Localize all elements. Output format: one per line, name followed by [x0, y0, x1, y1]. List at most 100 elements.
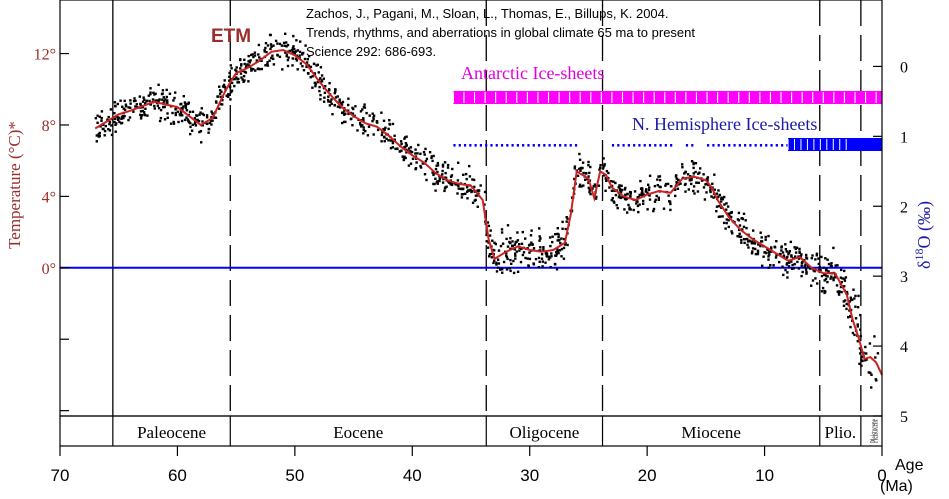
data-point [299, 62, 303, 65]
data-point [230, 67, 233, 70]
data-point [161, 98, 164, 101]
data-point [196, 114, 199, 117]
data-point [675, 180, 678, 184]
data-point [530, 229, 533, 232]
data-point [506, 224, 510, 227]
citation-line-1: Zachos, J., Pagani, M., Sloan, L., Thoma… [306, 6, 669, 21]
data-point [338, 98, 341, 101]
data-point [319, 77, 322, 80]
antarctic-ice-label: Antarctic Ice-sheets [461, 63, 604, 83]
data-point [471, 190, 474, 193]
data-point [384, 126, 387, 129]
data-point [404, 156, 407, 160]
data-point [652, 207, 656, 211]
data-point [258, 68, 261, 71]
data-point [789, 240, 792, 244]
data-point [635, 199, 638, 202]
data-point [681, 163, 684, 166]
data-point [228, 75, 231, 78]
data-point [538, 239, 541, 242]
data-point [865, 358, 868, 361]
data-point [690, 160, 694, 163]
data-point [647, 188, 651, 192]
data-point [376, 128, 380, 132]
data-point [298, 54, 301, 57]
data-point [197, 119, 201, 123]
data-point [244, 71, 248, 74]
data-point [257, 43, 261, 47]
data-point [493, 259, 496, 262]
data-point [641, 189, 644, 193]
data-point [162, 96, 165, 99]
data-point [796, 260, 799, 264]
data-point [717, 205, 721, 208]
data-point [612, 180, 615, 183]
data-point [516, 239, 520, 242]
data-point [242, 80, 245, 83]
data-point [702, 186, 706, 189]
data-point [266, 61, 269, 64]
nh-ice-dot [543, 144, 546, 147]
data-point [784, 268, 787, 272]
data-point [227, 95, 230, 98]
data-point [693, 192, 696, 195]
data-point [692, 185, 696, 188]
data-point [359, 110, 363, 113]
data-point [488, 253, 492, 256]
data-point [388, 119, 391, 122]
data-point [456, 179, 460, 182]
data-point [469, 188, 472, 191]
data-point [858, 347, 862, 350]
left-axis-tick-label: 0° [42, 261, 56, 278]
data-point [580, 167, 583, 170]
data-point [843, 279, 847, 282]
data-point [674, 194, 677, 198]
data-point [534, 257, 538, 261]
data-point [845, 307, 848, 311]
data-point [100, 119, 103, 122]
data-point [548, 236, 552, 239]
data-point [474, 194, 478, 197]
data-point [746, 243, 749, 246]
data-point [637, 196, 640, 199]
nh-ice-dot [469, 144, 472, 147]
data-point [659, 185, 662, 189]
data-point [794, 255, 797, 258]
data-point [205, 116, 209, 119]
data-point [179, 111, 183, 115]
data-point [140, 115, 143, 118]
data-point [371, 112, 374, 115]
data-point [278, 55, 282, 58]
data-point [490, 252, 493, 256]
data-point [239, 72, 243, 75]
data-point [613, 189, 616, 193]
data-point [362, 119, 365, 122]
data-point [291, 50, 294, 54]
data-point [843, 277, 846, 281]
data-point [149, 103, 153, 106]
data-point [531, 243, 534, 246]
data-point [664, 184, 667, 187]
data-point [641, 188, 644, 191]
data-point [409, 162, 413, 165]
data-point [174, 111, 177, 115]
data-point [163, 118, 167, 121]
data-point [432, 173, 435, 177]
data-point [605, 169, 609, 173]
data-point [316, 63, 319, 66]
data-point [135, 103, 138, 106]
nh-ice-dot [638, 144, 641, 147]
data-point [511, 244, 514, 247]
data-point [679, 182, 682, 185]
data-point [840, 280, 843, 284]
data-point [166, 116, 169, 119]
data-point [727, 225, 730, 229]
data-point [860, 358, 863, 361]
data-point [430, 156, 433, 160]
data-point [506, 257, 509, 261]
data-point [243, 62, 246, 66]
data-point [713, 188, 716, 191]
data-point [141, 106, 144, 109]
data-point [505, 237, 508, 241]
data-point [727, 219, 730, 222]
